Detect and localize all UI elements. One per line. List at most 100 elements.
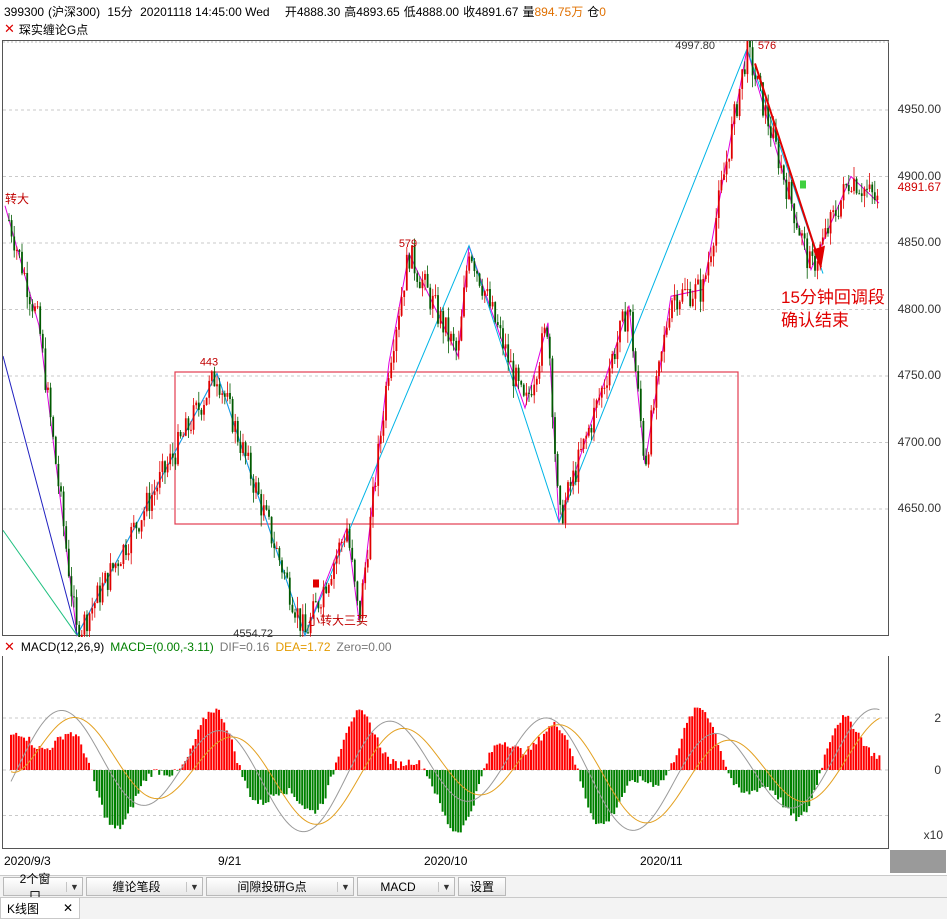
candle-body: [75, 597, 78, 625]
candle-body: [366, 559, 369, 568]
chevron-down-icon[interactable]: ▼: [337, 881, 353, 892]
candle-body: [871, 184, 874, 193]
settings-button[interactable]: 设置: [458, 877, 506, 896]
dea-value: DEA=1.72: [275, 640, 331, 654]
sub-indicator-select[interactable]: MACD ▼: [357, 877, 455, 896]
macd-bar: [621, 770, 623, 797]
main-indicator-row: ✕ 琛实缠论G点: [4, 21, 88, 37]
window-count-select[interactable]: 2个窗口 ▼: [3, 872, 83, 903]
macd-bar: [462, 770, 465, 826]
macd-bar: [176, 770, 179, 771]
candle-body: [554, 417, 556, 454]
candle-body: [457, 340, 460, 351]
macd-bar: [433, 770, 436, 794]
macd-bar: [699, 708, 701, 770]
candle-body: [668, 318, 671, 328]
macd-bar: [626, 770, 629, 786]
macd-bar: [589, 770, 592, 814]
macd-bar: [582, 770, 584, 788]
macd-bar: [228, 733, 231, 770]
macd-bar: [262, 770, 265, 805]
kline-chart-panel[interactable]: 转大 4997.80 4554.72 443 579 576 小转大三买 15分钟回调段 确认结…: [2, 40, 890, 637]
high-price-label: 4997.80: [675, 41, 715, 52]
candle-body: [689, 288, 692, 307]
candle-body: [598, 397, 601, 401]
macd-bar: [342, 739, 345, 770]
segment-line: [76, 47, 824, 637]
candle-body: [572, 470, 575, 487]
macd-bar: [64, 734, 67, 770]
candle-body: [741, 69, 744, 90]
macd-bar: [517, 746, 519, 770]
macd-bar: [355, 710, 358, 770]
macd-bar: [132, 770, 135, 808]
candle-body: [208, 380, 211, 398]
candle-body: [489, 289, 491, 307]
macd-bar: [467, 770, 470, 817]
macd-panel[interactable]: [2, 656, 890, 849]
close-icon[interactable]: ✕: [62, 901, 73, 915]
candle-body: [509, 360, 512, 363]
macd-bar: [257, 770, 259, 804]
macd-bar: [25, 740, 28, 770]
macd-bar: [758, 770, 761, 789]
macd-bar: [511, 746, 514, 770]
tab-kline[interactable]: K线图 ✕: [0, 898, 80, 919]
macd-bar: [595, 770, 597, 825]
candle-body: [268, 509, 270, 517]
macd-tick-0: 0: [934, 763, 941, 777]
indicator-select[interactable]: 间隙投研G点 ▼: [206, 877, 354, 896]
macd-bar: [166, 770, 168, 776]
candle-body: [153, 491, 156, 496]
candle-body: [236, 420, 239, 442]
candle-body: [364, 567, 367, 584]
candle-body: [10, 220, 13, 237]
macd-bar: [670, 763, 673, 770]
macd-bar: [431, 770, 434, 787]
macd-bar: [727, 770, 730, 774]
macd-bar: [173, 769, 176, 770]
close-icon[interactable]: ✕: [4, 21, 15, 36]
macd-bar: [43, 749, 46, 770]
macd-bar: [20, 736, 23, 770]
macd-bar: [753, 770, 756, 791]
candle-body: [244, 442, 247, 456]
candle-body: [684, 289, 686, 291]
macd-bar: [72, 736, 75, 770]
macd-bar: [301, 770, 304, 806]
macd-chart[interactable]: [3, 656, 890, 849]
macd-bar: [719, 751, 722, 770]
macd-bar: [797, 770, 800, 817]
macd-header: ✕ MACD(12,26,9) MACD=(0.00,-3.11) DIF=0.…: [4, 639, 398, 655]
signal-label: 转大: [5, 191, 29, 206]
macd-bar: [623, 770, 626, 793]
scrollbar-thumb[interactable]: [890, 850, 946, 873]
macd-bar: [608, 770, 610, 822]
index-name: (沪深300): [48, 5, 101, 19]
macd-bar: [701, 709, 704, 770]
macd-bar: [821, 767, 824, 770]
stroke-mode-select[interactable]: 缠论笔段 ▼: [86, 877, 203, 896]
x-label-4: 2020/11: [640, 854, 683, 868]
candle-body: [478, 273, 481, 286]
kline-chart[interactable]: 转大 4997.80 4554.72 443 579 576 小转大三买 15分钟回调段确认结…: [3, 41, 890, 637]
macd-bar: [436, 770, 439, 795]
candle-body: [39, 306, 42, 334]
chevron-down-icon[interactable]: ▼: [186, 881, 202, 892]
macd-bar: [673, 762, 675, 770]
candle-body: [743, 69, 746, 75]
volume-value: 894.75万: [534, 5, 584, 19]
macd-bar: [85, 757, 88, 770]
candle-body: [60, 486, 62, 492]
candle-body: [195, 402, 198, 406]
candle-body: [801, 233, 803, 236]
candle-body: [88, 613, 91, 632]
macd-bar: [878, 755, 881, 770]
candle-body: [54, 436, 57, 464]
macd-bar: [233, 751, 236, 770]
candle-body: [273, 543, 276, 549]
close-icon[interactable]: ✕: [4, 639, 15, 654]
chevron-down-icon[interactable]: ▼: [66, 881, 82, 892]
chevron-down-icon[interactable]: ▼: [438, 881, 454, 892]
macd-bar: [332, 770, 335, 775]
